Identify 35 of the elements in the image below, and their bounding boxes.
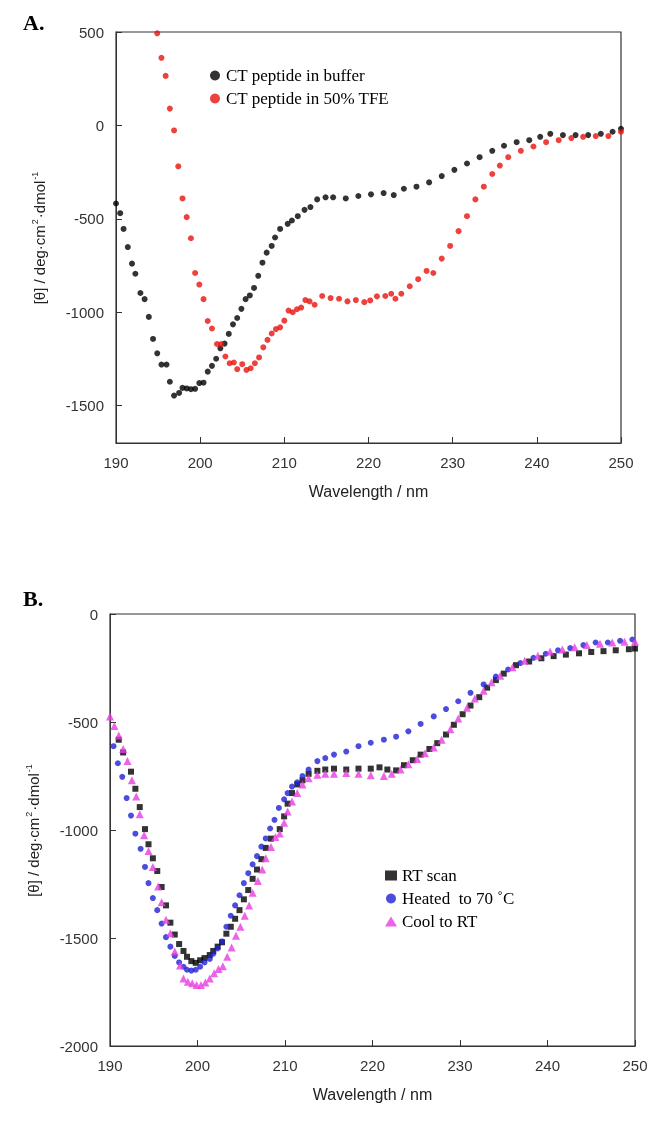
y-axis-title: [θ] / deg·cm2·dmol-1 <box>29 171 48 305</box>
y-tick-label: -1500 <box>65 397 104 415</box>
y-tick-label: -1000 <box>59 821 98 839</box>
legend-label: RT scan <box>402 866 458 885</box>
legend-label: Heated to 70 ˚C <box>402 889 515 908</box>
x-tick-label: 190 <box>97 1057 123 1074</box>
x-tick-label: 200 <box>187 454 213 471</box>
chart-title: A. <box>23 9 45 35</box>
legend-label: CT peptide in buffer <box>226 66 365 85</box>
x-axis-title: Wavelength / nm <box>312 1085 433 1103</box>
y-tick-label: 0 <box>89 605 98 623</box>
y-tick-label: 0 <box>95 116 104 134</box>
x-tick-label: 230 <box>447 1057 473 1074</box>
x-tick-label: 220 <box>355 454 382 471</box>
y-axis-title: [θ] / deg·cm2·dmol-1 <box>23 764 42 897</box>
x-tick-label: 250 <box>622 1057 648 1074</box>
x-tick-label: 210 <box>272 1057 298 1074</box>
y-tick-label: -1500 <box>59 929 98 947</box>
x-tick-label: 190 <box>103 454 129 471</box>
y-tick-label: -500 <box>73 210 104 228</box>
x-tick-label: 230 <box>440 454 466 471</box>
x-tick-label: 200 <box>184 1057 211 1074</box>
legend-label: CT peptide in 50% TFE <box>226 89 389 108</box>
x-tick-label: 250 <box>608 454 634 471</box>
x-tick-label: 210 <box>271 454 297 471</box>
x-tick-label: 240 <box>534 1057 561 1074</box>
chart-title: B. <box>23 585 44 611</box>
y-tick-label: -1000 <box>65 303 104 321</box>
legend-label: Cool to RT <box>402 912 479 931</box>
y-tick-label: -2000 <box>59 1037 98 1055</box>
y-tick-label: -500 <box>67 713 98 731</box>
x-axis-title: Wavelength / nm <box>308 482 429 500</box>
y-tick-label: 500 <box>78 23 104 41</box>
x-tick-label: 220 <box>359 1057 386 1074</box>
x-tick-label: 240 <box>524 454 550 471</box>
